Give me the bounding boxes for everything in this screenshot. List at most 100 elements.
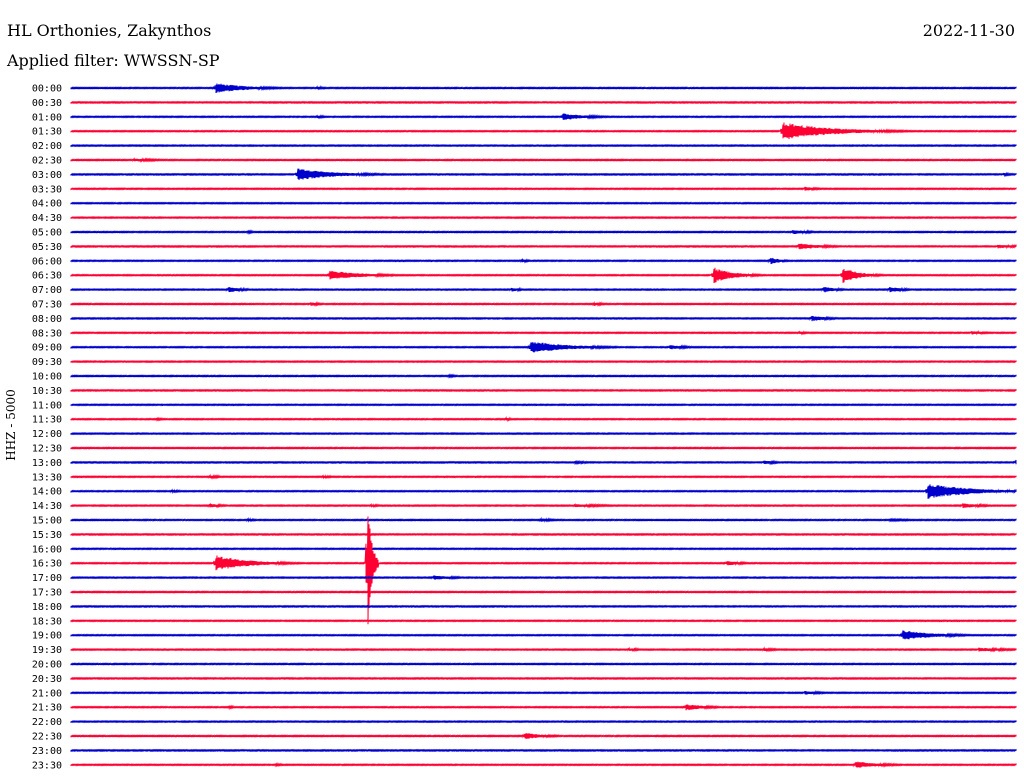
trace-0200 xyxy=(70,143,1017,148)
row-label: 07:30 xyxy=(32,300,62,311)
row-label: 05:00 xyxy=(32,228,62,239)
trace-2000 xyxy=(70,662,1017,666)
trace-0630 xyxy=(70,267,1017,284)
trace-0800 xyxy=(70,315,1017,322)
row-label: 16:30 xyxy=(32,559,62,570)
trace-0300 xyxy=(70,168,1017,181)
row-label: 18:30 xyxy=(32,616,62,627)
trace-1600 xyxy=(70,547,1017,551)
row-label: 21:30 xyxy=(32,703,62,714)
trace-1530 xyxy=(70,532,1017,537)
trace-1830 xyxy=(70,619,1017,623)
row-label: 03:30 xyxy=(32,184,62,195)
row-label: 12:00 xyxy=(32,429,62,440)
row-label: 06:00 xyxy=(32,256,62,267)
trace-0830 xyxy=(70,329,1017,336)
row-label: 21:00 xyxy=(32,688,62,699)
row-label: 06:30 xyxy=(32,271,62,282)
trace-1000 xyxy=(70,373,1017,379)
trace-2200 xyxy=(70,719,1017,724)
row-label: 05:30 xyxy=(32,242,62,253)
row-label: 00:00 xyxy=(32,84,62,95)
trace-0600 xyxy=(70,257,1017,265)
trace-0330 xyxy=(70,186,1017,192)
row-label: 14:30 xyxy=(32,501,62,512)
row-label: 07:00 xyxy=(32,285,62,296)
row-label: 01:00 xyxy=(32,112,62,123)
trace-1300 xyxy=(70,459,1017,466)
row-label: 09:30 xyxy=(32,357,62,368)
trace-1400 xyxy=(70,484,1017,499)
row-label: 02:00 xyxy=(32,141,62,152)
trace-1930 xyxy=(70,646,1017,653)
row-label: 02:30 xyxy=(32,156,62,167)
trace-1500 xyxy=(70,516,1017,523)
trace-2230 xyxy=(70,733,1017,739)
row-label: 19:00 xyxy=(32,631,62,642)
trace-1030 xyxy=(70,388,1017,393)
trace-2030 xyxy=(70,676,1017,681)
trace-0100 xyxy=(70,113,1017,120)
row-label: 20:30 xyxy=(32,674,62,685)
row-label: 15:00 xyxy=(32,516,62,527)
row-label: 16:00 xyxy=(32,544,62,555)
row-label: 04:00 xyxy=(32,199,62,210)
row-label: 13:00 xyxy=(32,458,62,469)
trace-0730 xyxy=(70,300,1017,307)
trace-2300 xyxy=(70,748,1017,753)
trace-1800 xyxy=(70,604,1017,609)
row-label: 15:30 xyxy=(32,530,62,541)
row-label: 20:00 xyxy=(32,660,62,671)
trace-0700 xyxy=(70,286,1017,293)
row-label: 01:30 xyxy=(32,127,62,138)
row-label: 08:00 xyxy=(32,314,62,325)
row-label: 22:00 xyxy=(32,717,62,728)
trace-1630 xyxy=(70,516,1017,625)
trace-1100 xyxy=(70,403,1017,407)
row-label: 14:00 xyxy=(32,487,62,498)
trace-1730 xyxy=(70,590,1017,594)
date-label: 2022-11-30 xyxy=(922,21,1015,40)
trace-1900 xyxy=(70,630,1017,640)
row-label: 00:30 xyxy=(32,98,62,109)
row-label: 22:30 xyxy=(32,732,62,743)
station-title: HL Orthonies, Zakynthos xyxy=(7,21,212,40)
row-label: 10:00 xyxy=(32,372,62,383)
trace-0530 xyxy=(70,243,1017,250)
row-label: 11:30 xyxy=(32,415,62,426)
trace-1700 xyxy=(70,575,1017,581)
trace-2130 xyxy=(70,704,1017,711)
trace-0030 xyxy=(70,100,1017,105)
trace-1200 xyxy=(70,431,1017,436)
trace-0400 xyxy=(70,201,1017,205)
row-label: 17:30 xyxy=(32,588,62,599)
row-label: 17:00 xyxy=(32,573,62,584)
row-label: 18:00 xyxy=(32,602,62,613)
trace-1430 xyxy=(70,502,1017,509)
row-label: 03:00 xyxy=(32,170,62,181)
trace-0900 xyxy=(70,342,1017,353)
row-label: 10:30 xyxy=(32,386,62,397)
row-label: 23:00 xyxy=(32,746,62,757)
trace-2330 xyxy=(70,761,1017,768)
trace-0230 xyxy=(70,157,1017,163)
row-label: 09:00 xyxy=(32,343,62,354)
row-label: 11:00 xyxy=(32,400,62,411)
row-label: 19:30 xyxy=(32,645,62,656)
trace-0000 xyxy=(70,83,1017,94)
trace-0130 xyxy=(70,122,1017,140)
trace-1230 xyxy=(70,446,1017,450)
trace-0500 xyxy=(70,229,1017,235)
row-label: 23:30 xyxy=(32,760,62,771)
trace-1130 xyxy=(70,416,1017,423)
filter-label: Applied filter: WWSSN-SP xyxy=(7,51,220,70)
trace-0930 xyxy=(70,359,1017,364)
trace-1330 xyxy=(70,473,1017,480)
row-label: 13:30 xyxy=(32,472,62,483)
row-label: 12:30 xyxy=(32,444,62,455)
trace-2100 xyxy=(70,689,1017,696)
trace-0430 xyxy=(70,215,1017,220)
row-label: 04:30 xyxy=(32,213,62,224)
row-label: 08:30 xyxy=(32,328,62,339)
